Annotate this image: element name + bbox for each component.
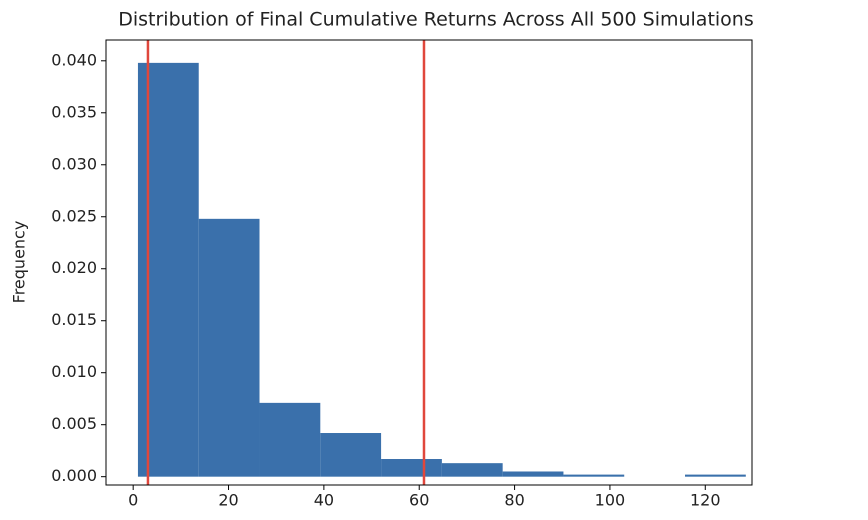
x-tick-label: 20 xyxy=(218,491,238,510)
plot-frame xyxy=(105,39,753,486)
bar xyxy=(502,471,564,477)
y-tick-label: 0.010 xyxy=(51,362,97,381)
x-tick-label: 60 xyxy=(409,491,429,510)
x-tick-label: 40 xyxy=(314,491,334,510)
bar xyxy=(320,433,382,477)
y-axis-label: Frequency xyxy=(10,221,29,304)
x-tick-label: 0 xyxy=(128,491,138,510)
y-tick-label: 0.025 xyxy=(51,206,97,225)
bar xyxy=(563,474,625,477)
bar xyxy=(685,474,746,477)
x-tick-label: 80 xyxy=(504,491,524,510)
y-tick-label: 0.015 xyxy=(51,310,97,329)
bar xyxy=(259,402,321,477)
y-tick-label: 0.040 xyxy=(51,50,97,69)
y-tick-label: 0.005 xyxy=(51,414,97,433)
bar xyxy=(441,463,503,477)
y-tick-label: 0.035 xyxy=(51,102,97,121)
y-tick-label: 0.030 xyxy=(51,154,97,173)
x-tick-label: 100 xyxy=(595,491,626,510)
y-tick-label: 0.020 xyxy=(51,258,97,277)
chart-title: Distribution of Final Cumulative Returns… xyxy=(118,9,754,31)
x-tick-label: 120 xyxy=(690,491,721,510)
bar xyxy=(381,459,442,477)
y-tick-label: 0.000 xyxy=(51,466,97,485)
bar xyxy=(198,218,260,477)
